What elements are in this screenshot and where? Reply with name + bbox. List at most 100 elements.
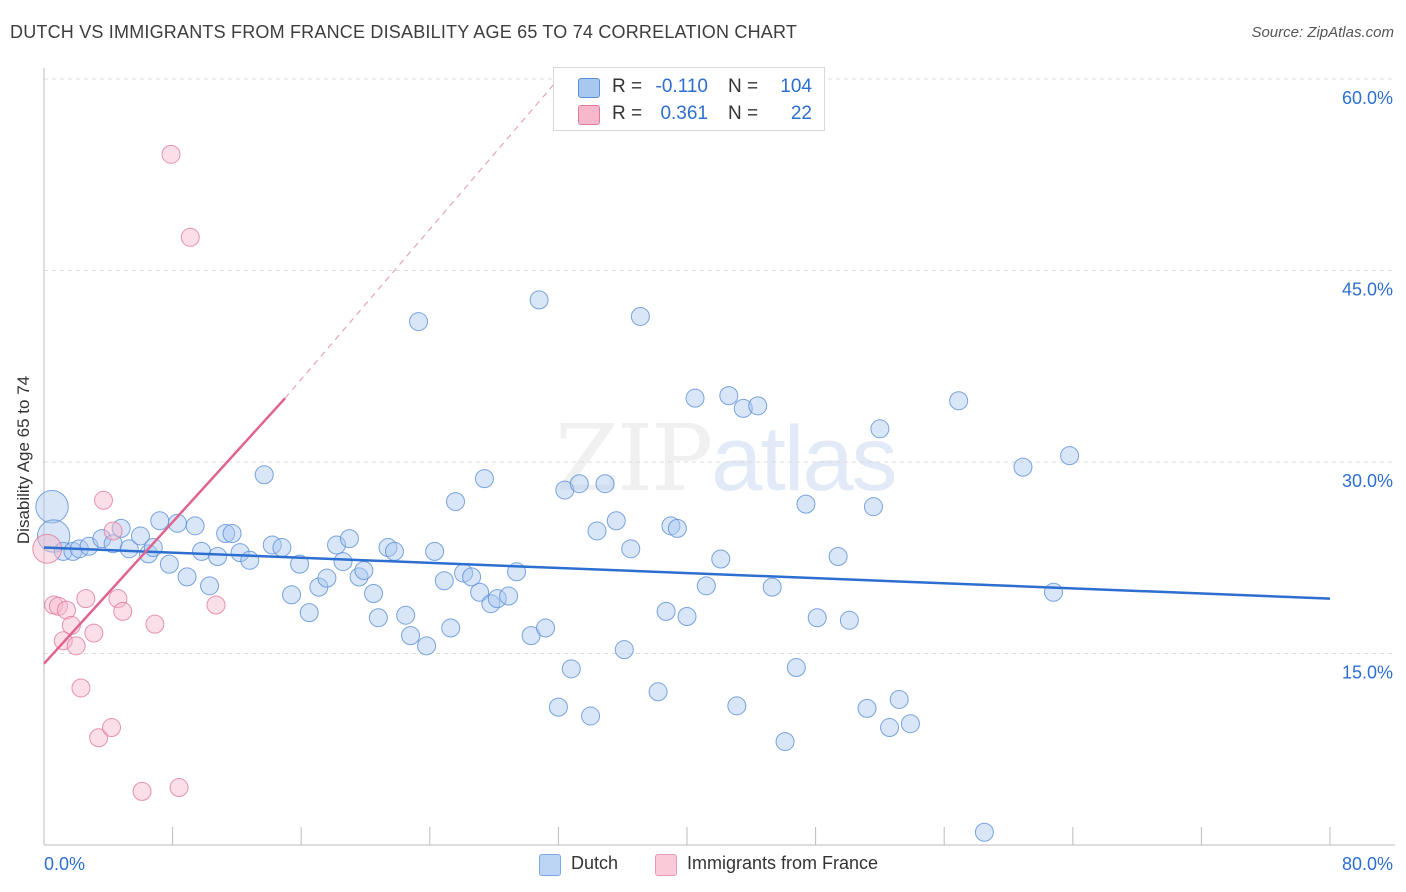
dutch-point: [863, 497, 883, 517]
dutch-point: [417, 636, 437, 656]
y-tick-label: 60.0%: [1342, 88, 1393, 108]
dutch-point: [446, 492, 466, 512]
france-point: [93, 490, 113, 510]
chart-title: DUTCH VS IMMIGRANTS FROM FRANCE DISABILI…: [10, 22, 798, 42]
dutch-point: [240, 550, 260, 570]
france-point: [161, 144, 181, 164]
france-point: [206, 595, 226, 615]
dutch-point: [487, 589, 507, 609]
dutch-point: [425, 541, 445, 561]
france-point: [180, 227, 200, 247]
dutch-point: [807, 608, 827, 628]
dutch-point: [667, 518, 687, 538]
dutch-legend-swatch: [539, 854, 561, 876]
dutch-point: [368, 608, 388, 628]
y-tick-label: 45.0%: [1342, 280, 1393, 300]
y-tick-label: 30.0%: [1342, 471, 1393, 491]
dutch-point: [1044, 582, 1064, 602]
dutch-point: [949, 391, 969, 411]
dutch-point: [606, 511, 626, 531]
dutch-point: [630, 306, 650, 326]
dutch-point: [272, 538, 292, 558]
stats-legend: R = -0.110 N = 104 R = 0.361 N = 22: [553, 67, 825, 131]
dutch-point: [434, 571, 454, 591]
dutch-point: [733, 398, 753, 418]
watermark: ZIPatlas: [555, 405, 898, 512]
dutch-point: [333, 552, 353, 572]
dutch-point: [727, 696, 747, 716]
dutch-point: [216, 523, 236, 543]
dutch-point: [857, 698, 877, 718]
dutch-point: [614, 640, 634, 660]
dutch-point: [222, 523, 242, 543]
dutch-point: [92, 529, 112, 549]
dutch-point: [870, 419, 890, 439]
dutch-point: [119, 539, 139, 559]
dutch-point: [384, 541, 404, 561]
dutch-point: [130, 526, 150, 546]
france-point: [76, 589, 96, 609]
dutch-point: [409, 312, 429, 332]
dutch-point: [796, 494, 816, 514]
dutch-point: [529, 290, 549, 310]
france-point: [71, 678, 91, 698]
y-tick-label: 15.0%: [1342, 663, 1393, 683]
dutch-point: [595, 474, 615, 494]
dutch-point: [177, 567, 197, 587]
france-point: [102, 718, 122, 738]
france-legend-label: Immigrants from France: [687, 853, 879, 873]
r-label: R =: [612, 103, 643, 124]
dutch-point: [621, 539, 641, 559]
dutch-point: [974, 822, 994, 842]
dutch-point: [581, 706, 601, 726]
dutch-point: [748, 396, 768, 416]
dutch-point: [401, 626, 421, 646]
dutch-trend-line: [43, 546, 1331, 600]
dutch-point: [349, 567, 369, 587]
dutch-point: [364, 583, 384, 603]
france-point: [113, 601, 133, 621]
x-tick-label: 0.0%: [44, 854, 85, 874]
dutch-point: [143, 538, 163, 558]
france-point: [108, 589, 128, 609]
france-point: [66, 636, 86, 656]
dutch-point: [889, 689, 909, 709]
dutch-point: [648, 682, 668, 702]
france-point: [132, 781, 152, 801]
watermark-zip: ZIP: [555, 405, 713, 512]
dutch-point: [53, 541, 73, 561]
dutch-point: [35, 489, 69, 524]
dutch-point: [786, 658, 806, 678]
dutch-point: [200, 576, 220, 596]
dutch-point: [839, 610, 859, 630]
dutch-point: [185, 516, 205, 536]
dutch-point: [548, 697, 568, 717]
dutch-swatch: [578, 78, 600, 98]
source-label: Source: ZipAtlas.com: [1251, 24, 1394, 41]
dutch-point: [282, 585, 302, 605]
dutch-legend-label: Dutch: [571, 853, 619, 873]
dutch-point: [587, 521, 607, 541]
dutch-point: [555, 480, 575, 500]
n-value: 22: [790, 103, 812, 124]
dutch-point: [536, 618, 556, 638]
r-value: -0.110: [655, 76, 708, 97]
dutch-point: [317, 568, 337, 588]
dutch-point: [208, 546, 228, 566]
dutch-point: [880, 718, 900, 738]
france-point: [103, 521, 123, 541]
dutch-point: [828, 546, 848, 566]
dutch-point: [762, 577, 782, 597]
dutch-point: [192, 541, 212, 561]
dutch-point: [299, 603, 319, 623]
dutch-point: [685, 388, 705, 408]
dutch-point: [900, 714, 920, 734]
dutch-point: [569, 474, 589, 494]
dutch-point: [1060, 446, 1080, 466]
france-point: [89, 728, 109, 748]
dutch-point: [696, 576, 716, 596]
dutch-point: [711, 549, 731, 569]
n-label: N =: [728, 103, 759, 124]
r-value: 0.361: [660, 103, 708, 124]
